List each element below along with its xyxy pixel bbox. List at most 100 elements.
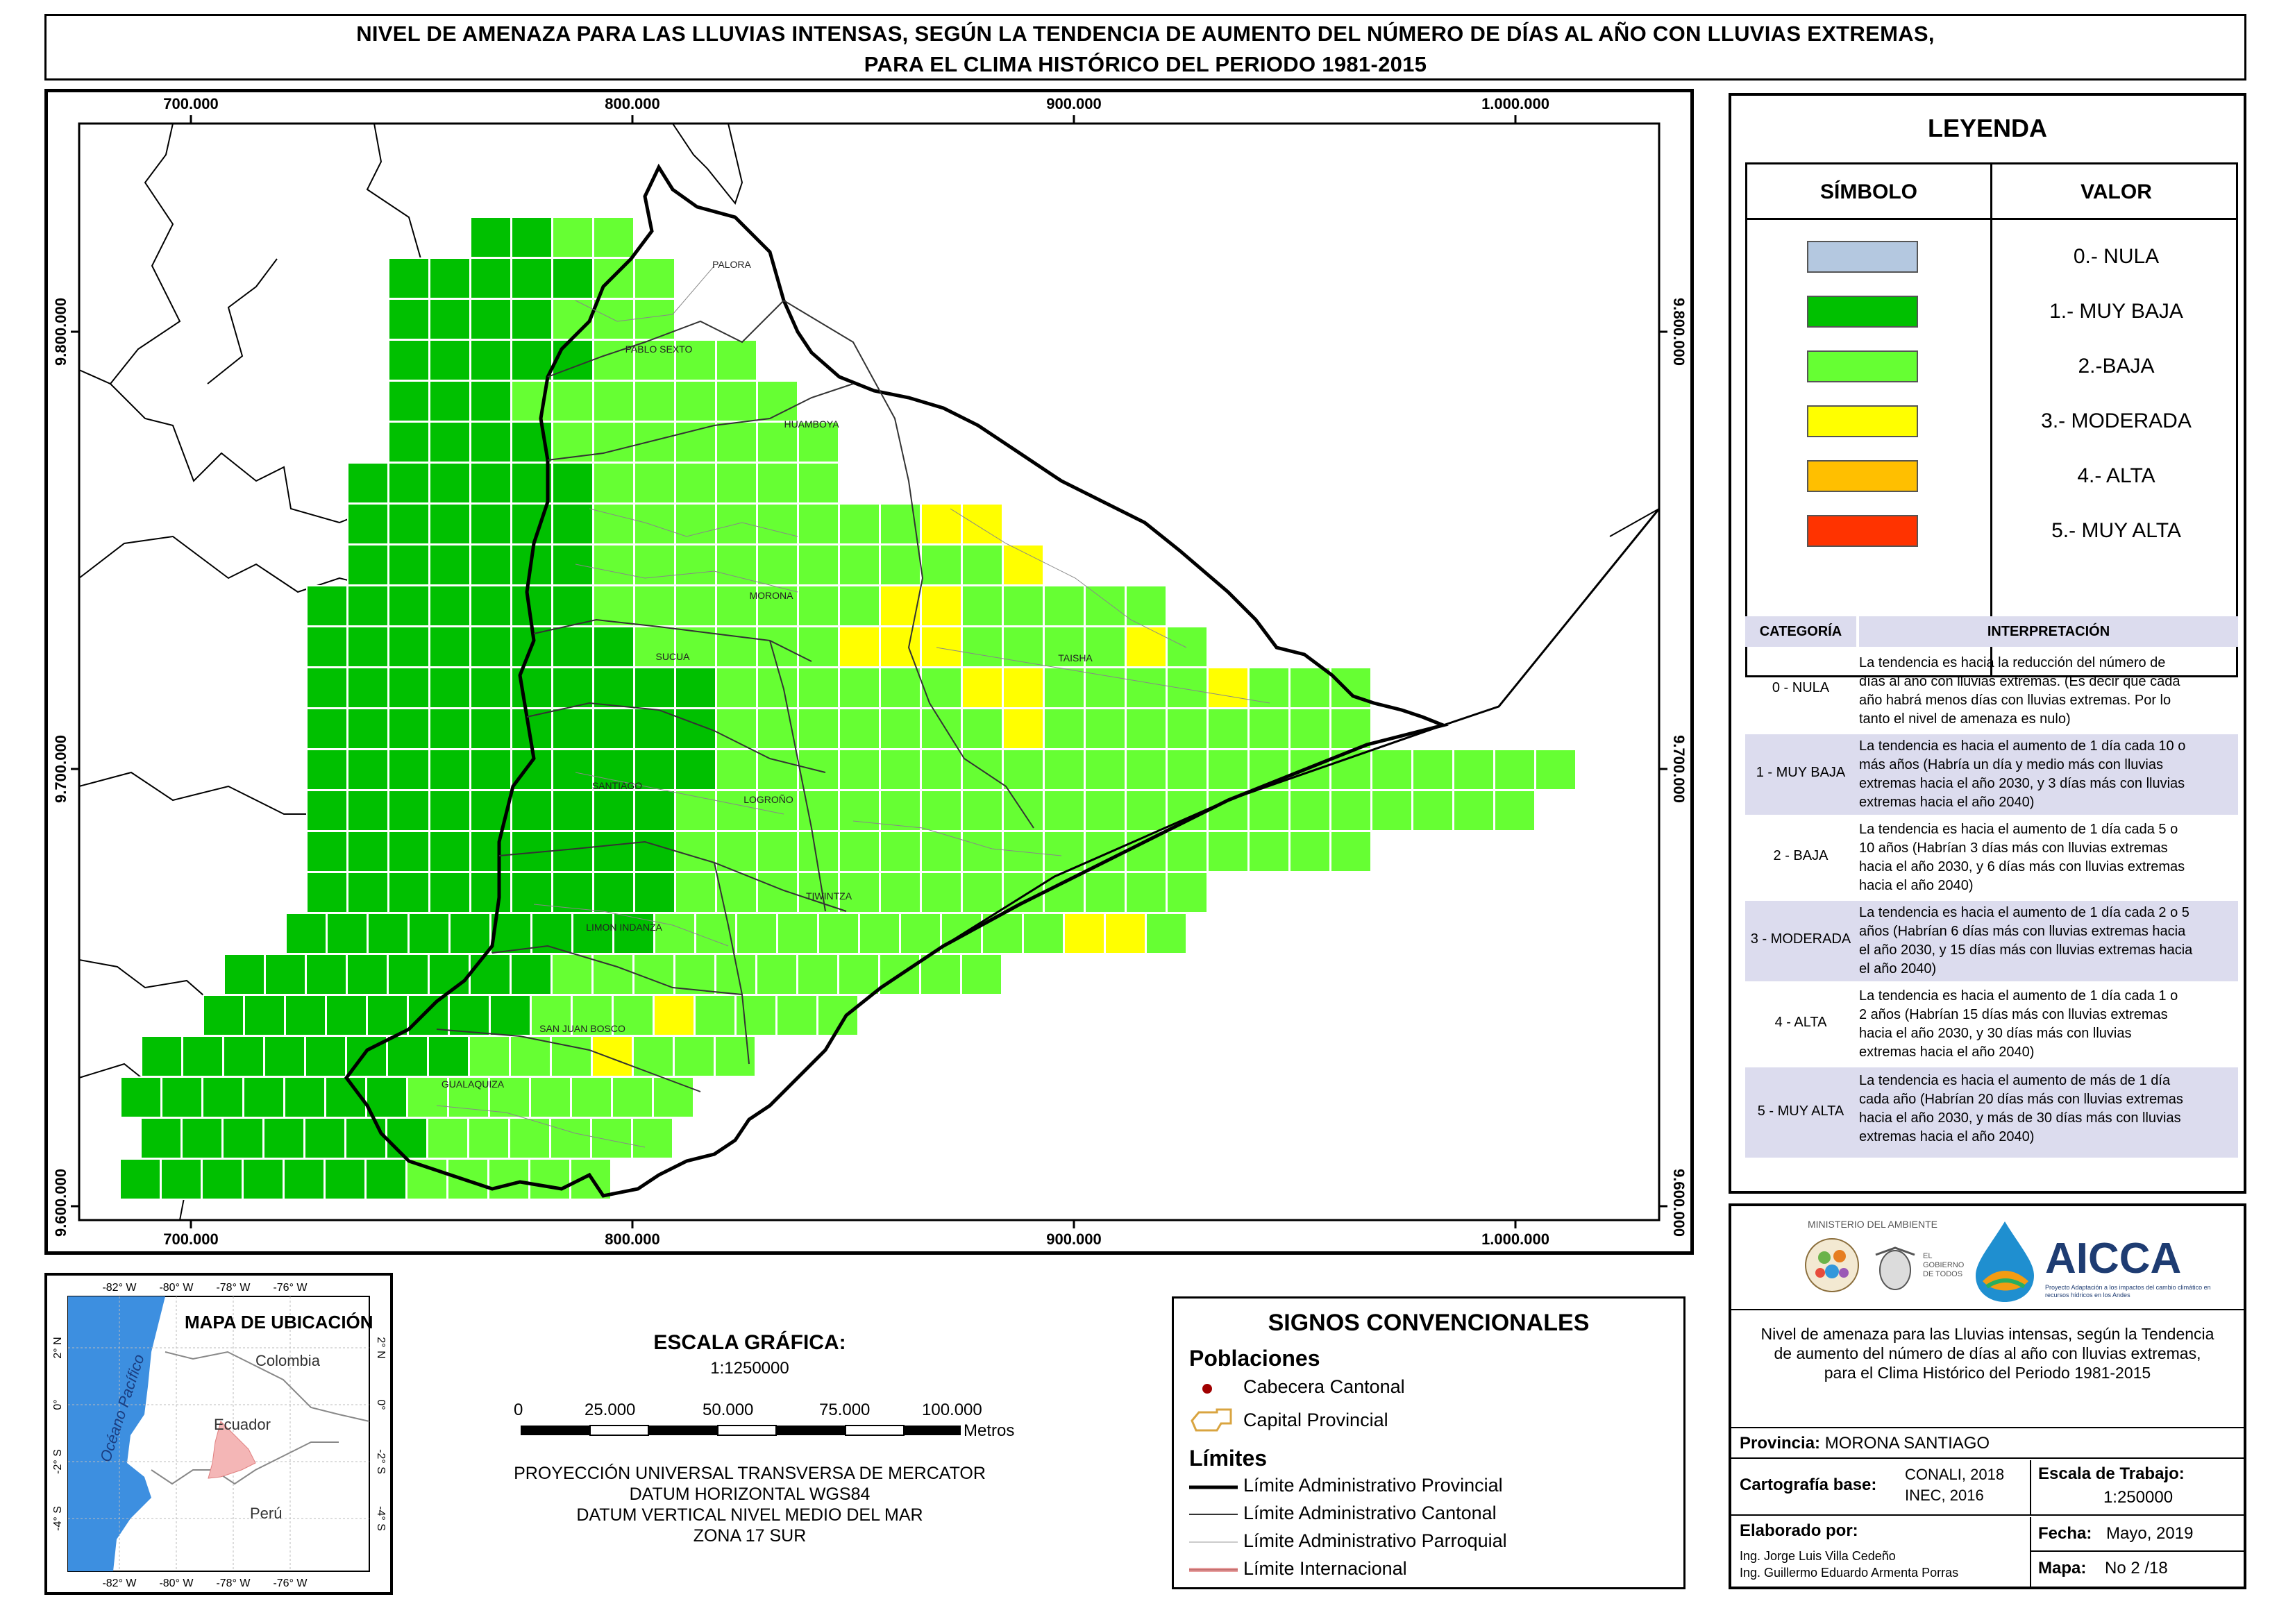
x-tick-top-1000000: 1.000.000 [1481,95,1549,112]
hazard-cell [1002,585,1044,627]
hazard-cell [388,790,430,831]
cabecera-cantonal-icon [1202,1384,1212,1394]
place-label-san-juan-bosco: SAN JUAN BOSCO [539,1023,625,1034]
hazard-cell [367,913,409,954]
hazard-cell [1125,872,1167,913]
hazard-cell [839,585,880,627]
hazard-cell [1248,790,1290,831]
hazard-cell [429,462,471,504]
hazard-cell [1289,790,1331,831]
hazard-cell [469,954,511,995]
cartografia-value-1: CONALI, 2018 [1905,1466,2005,1483]
hazard-cell [347,708,389,750]
svg-text:2° N: 2° N [375,1337,387,1358]
hazard-cell [552,626,594,668]
author-2: Ing. Guillermo Eduardo Armenta Porras [1740,1566,1959,1580]
hazard-cell [798,831,839,872]
hazard-cell [345,1117,387,1159]
interp-text-muy-baja: La tendencia es hacia el aumento de 1 dí… [1859,738,2186,810]
hazard-cell [632,1117,673,1159]
hazard-cell [552,217,594,258]
lat-ticks-left: 2° N 0° -2° S -4° S [52,1337,64,1531]
hazard-cell [839,544,880,586]
hazard-cell [798,462,839,504]
hazard-cell [920,585,962,627]
svg-text:-2° S: -2° S [375,1449,387,1474]
hazard-cell [716,544,757,586]
provincia-row: Provincia: MORONA SANTIAGO [1731,1430,2244,1459]
svg-text:-82° W: -82° W [102,1282,137,1294]
hazard-cell [634,667,675,709]
legend-col-symbol: SÍMBOLO [1820,180,1917,203]
hazard-cell [1084,585,1126,627]
hazard-cell [634,298,675,340]
hazard-cell [675,831,716,872]
legend-value-alta: 4.- ALTA [2077,464,2155,487]
hazard-cell [511,462,553,504]
parish-boundary-line-icon [1189,1541,1238,1543]
hazard-cell [675,872,716,913]
scale-tick-0: 0 [514,1401,523,1419]
main-map-frame: 700.000 800.000 900.000 1.000.000 700.00… [44,89,1694,1255]
hazard-cell [797,954,839,995]
hazard-cell [347,831,389,872]
hazard-cell [838,954,880,995]
place-label-morona: MORONA [750,590,794,601]
hazard-cell [593,421,634,463]
scale-tick-50000: 50.000 [703,1401,754,1419]
scale-panel: ESCALA GRÁFICA: 1:1250000 0 25.000 50.00… [486,1319,1014,1548]
map-description: Nivel de amenaza para las Lluvias intens… [1731,1312,2244,1428]
hazard-cell [244,995,285,1036]
hazard-cell [798,708,839,750]
y-tick-left-9800000: 9.800.000 [52,298,69,366]
hazard-cell [777,913,818,954]
hazard-cell [388,585,430,627]
hazard-cell [470,380,512,422]
hazard-cell [429,749,471,790]
cartografia-label: Cartografía base: [1740,1475,1877,1494]
hazard-cell [593,585,634,627]
interp-text-moderada: La tendencia es hacia el aumento de 1 dí… [1859,905,2193,976]
hazard-cell [429,339,471,381]
hazard-cell [511,339,553,381]
hazard-cell [839,503,880,545]
hazard-cell [552,339,594,381]
hazard-cell [264,954,306,995]
hazard-cell [1207,831,1249,872]
hazard-cell [593,872,634,913]
aicca-subtitle: Proyecto Adaptación a los impactos del c… [2045,1284,2211,1299]
hazard-cell [1330,790,1372,831]
hazard-cell [675,503,716,545]
hazard-cell [1207,749,1249,790]
hazard-cell [223,1035,264,1077]
hazard-cell [470,503,512,545]
hazard-cell [591,1035,633,1077]
hazard-cell [756,954,798,995]
hazard-cell [470,626,512,668]
hazard-cell [675,790,716,831]
legend-panel: LEYENDA SÍMBOLO VALOR 0.- NULA 1.- MUY B… [1729,93,2246,1194]
lon-ticks-bottom: -82° W -80° W -78° W -76° W [102,1578,308,1589]
international-boundary-line-icon [1189,1568,1238,1572]
hazard-cell [961,544,1003,586]
interp-category-alta: 4 - ALTA [1774,1015,1827,1030]
hazard-cell [202,1076,244,1118]
legend-row-alta: 4.- ALTA [1747,448,2236,503]
ecuador-coat-of-arms-icon [1875,1246,1915,1290]
hazard-cell [612,1076,653,1118]
hazard-cell [1104,913,1146,954]
hazard-cell [839,626,880,668]
hazard-cell [470,831,512,872]
hazard-cell [1453,790,1495,831]
hazard-cell [961,585,1003,627]
legend-swatch-muy-alta [1807,515,1918,547]
hazard-cell [347,749,389,790]
legend-row-muy-baja: 1.- MUY BAJA [1747,284,2236,339]
interp-row-muy-baja: 1 - MUY BAJA La tendencia es hacia el au… [1745,734,2238,815]
hazard-cell [306,585,348,627]
gobierno-label: EL GOBIERNO DE TODOS [1923,1252,1965,1278]
hazard-cell [224,954,265,995]
hazard-cell [407,995,449,1036]
fecha-value: Mayo, 2019 [2106,1524,2194,1543]
hazard-cell [470,544,512,586]
